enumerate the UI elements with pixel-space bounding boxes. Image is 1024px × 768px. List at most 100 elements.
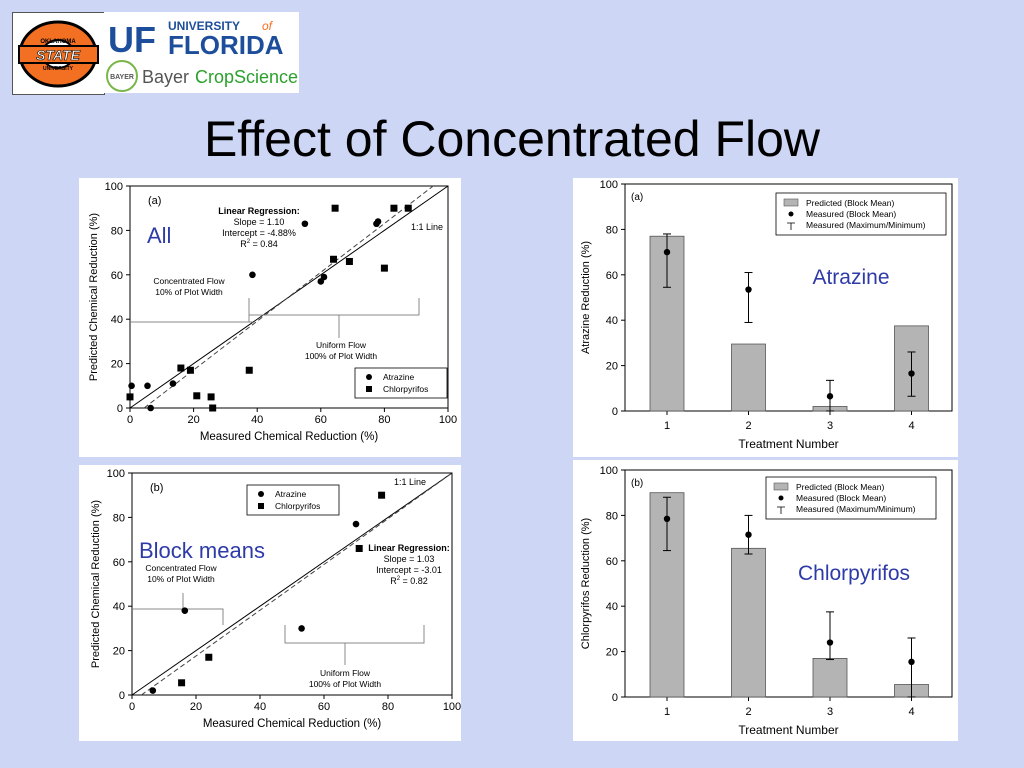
panel-letter: (a) <box>631 192 643 203</box>
r2-exponent: 2 <box>397 576 401 582</box>
panel-letter: (b) <box>150 482 163 494</box>
legend-minmax-marker <box>787 222 795 230</box>
measured-point <box>908 658 915 666</box>
plot-frame <box>624 469 953 698</box>
osu-logo-mark: OKLAHOMA STATE UNIVERSITY <box>18 20 99 88</box>
y-tick-label: 20 <box>113 646 125 658</box>
y-tick-label: 20 <box>606 361 618 373</box>
atrazine-point <box>301 220 309 228</box>
x-tick-label: 2 <box>745 420 751 432</box>
chlorpyrifos-point <box>390 204 398 212</box>
y-tick-label: 100 <box>105 181 123 193</box>
osu-logo-main-text: STATE <box>36 47 80 63</box>
chlorpyrifos-point <box>193 392 201 400</box>
legend-minmax-label: Measured (Maximum/Minimum) <box>806 220 926 230</box>
osu-logo-bottom-text: UNIVERSITY <box>43 66 74 72</box>
legend-box <box>246 484 340 516</box>
x-tick-label: 100 <box>439 414 457 426</box>
x-axis-label: Treatment Number <box>738 723 838 737</box>
concentrated-flow-width: 10% of Plot Width <box>155 287 223 297</box>
measured-point <box>663 515 671 523</box>
panel-letter: (a) <box>148 195 161 207</box>
legend-atrazine-label: Atrazine <box>383 372 414 382</box>
x-tick-label: 2 <box>745 706 751 718</box>
legend-predicted-label: Predicted (Block Mean) <box>806 198 895 208</box>
overlay-label: Atrazine <box>812 266 889 289</box>
atrazine-point <box>169 380 177 387</box>
regression-slope: Slope = 1.10 <box>234 217 285 227</box>
regression-intercept: Intercept = -3.01 <box>376 565 442 575</box>
scatter-panel-a: 0 20 40 60 80 100 0 20 40 60 80 100 Measured Chemica… <box>79 178 461 457</box>
osu-logo: OKLAHOMA STATE UNIVERSITY <box>12 12 105 95</box>
x-tick-label: 80 <box>378 414 390 426</box>
predicted-bar <box>812 658 848 698</box>
y-tick-label: 60 <box>113 557 125 569</box>
concentrated-flow-label: Concentrated Flow <box>153 276 225 286</box>
one-to-one-label: 1:1 Line <box>411 222 443 232</box>
overlay-label: Block means <box>139 538 265 563</box>
bayer-division: CropScience <box>195 67 298 87</box>
x-tick-label: 100 <box>443 701 461 713</box>
plot-frame <box>624 183 953 412</box>
uf-of-text: of <box>262 19 274 33</box>
legend-atrazine-marker <box>366 374 372 380</box>
y-tick-label: 40 <box>606 601 618 613</box>
chlorpyrifos-point <box>207 393 215 401</box>
legend-box <box>765 476 937 520</box>
slide-title: Effect of Concentrated Flow <box>203 111 821 167</box>
concentrated-flow-bracket <box>133 593 224 625</box>
legend-minmax-label: Measured (Maximum/Minimum) <box>796 504 916 514</box>
regression-heading: Linear Regression: <box>368 543 450 553</box>
overlay-label: All <box>147 223 171 248</box>
measured-point <box>908 370 915 377</box>
uf-bayer-logos: UF UNIVERSITY of FLORIDA BAYER Bayer Cro… <box>106 19 298 92</box>
x-tick-label: 40 <box>254 701 266 713</box>
legend-chlorpyrifos-label: Chlorpyrifos <box>383 384 428 394</box>
legend-predicted-swatch <box>783 198 799 207</box>
x-tick-label: 20 <box>190 701 202 713</box>
uf-mark: UF <box>108 19 156 60</box>
atrazine-point <box>320 273 328 281</box>
uniform-flow-label: Uniform Flow <box>316 340 367 350</box>
x-tick-label: 0 <box>127 414 133 426</box>
y-axis-label: Predicted Chemical Reduction (%) <box>90 500 102 668</box>
legend-box <box>354 367 448 399</box>
x-tick-label: 1 <box>664 420 670 432</box>
concentrated-flow-width: 10% of Plot Width <box>147 574 215 584</box>
legend-measured-marker <box>788 211 794 217</box>
x-axis-label: Treatment Number <box>738 437 838 451</box>
legend-measured-label: Measured (Block Mean) <box>806 209 896 219</box>
measured-point <box>826 393 834 400</box>
y-axis-label: Predicted Chemical Reduction (%) <box>88 213 100 381</box>
y-tick-label: 0 <box>117 403 123 415</box>
uniform-flow-bracket <box>248 298 420 338</box>
chlorpyrifos-point <box>178 679 186 687</box>
measured-point <box>663 248 671 256</box>
panel-letter: (b) <box>631 478 643 489</box>
y-tick-label: 0 <box>612 692 618 704</box>
atrazine-point <box>298 625 305 632</box>
scatter-panel-b: 0 20 40 60 80 100 0 20 40 60 80 100 Measured Chemica… <box>79 465 461 741</box>
bar-panel-a: 0 20 40 60 80 100 1 2 3 4 Treatment Number Atrazine… <box>573 178 958 457</box>
x-tick-label: 3 <box>827 706 833 718</box>
y-tick-label: 80 <box>606 510 618 522</box>
partner-logos: UF UNIVERSITY of FLORIDA BAYER Bayer Cro… <box>104 12 299 93</box>
plot-frame <box>131 472 453 696</box>
r2-value: = 0.84 <box>250 239 278 249</box>
legend-predicted-swatch <box>773 482 789 491</box>
x-tick-label: 80 <box>382 701 394 713</box>
y-tick-label: 40 <box>113 601 125 613</box>
bar-chart-b: 0 20 40 60 80 100 1 2 3 4 Treatment Number Chlorpyr… <box>580 465 953 737</box>
r2-symbol: R <box>240 239 247 249</box>
y-tick-label: 20 <box>606 647 618 659</box>
osu-logo-top-text: OKLAHOMA <box>40 39 76 45</box>
atrazine-point <box>128 382 135 390</box>
chlorpyrifos-point <box>355 544 363 552</box>
chlorpyrifos-point <box>126 393 134 401</box>
y-tick-label: 20 <box>111 359 123 371</box>
atrazine-point <box>181 607 189 614</box>
y-tick-label: 0 <box>119 690 125 702</box>
y-tick-label: 80 <box>606 224 618 236</box>
y-tick-label: 40 <box>111 314 123 326</box>
x-tick-label: 0 <box>129 701 135 713</box>
